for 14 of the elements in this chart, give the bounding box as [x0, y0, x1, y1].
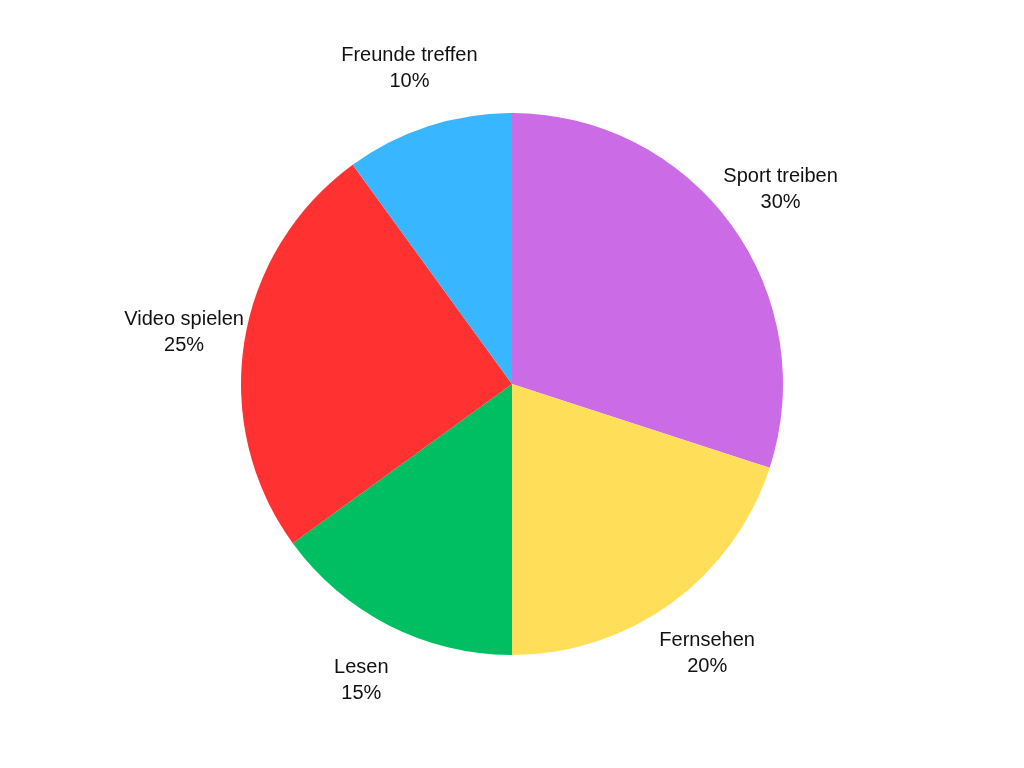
slice-label: Fernsehen	[659, 627, 755, 650]
slice-label: Lesen	[334, 654, 389, 677]
pie-slice	[352, 113, 512, 384]
slice-label: Sport treiben	[723, 163, 838, 186]
data-label: 20%	[687, 653, 728, 676]
slice-label: Video spielen	[124, 307, 244, 330]
pie-slice	[292, 384, 512, 655]
pie-slice	[512, 384, 770, 655]
data-label: 15%	[341, 680, 382, 703]
slice-label: Freunde treffen	[341, 43, 478, 66]
pie-slice	[241, 164, 512, 544]
data-label: 10%	[389, 69, 430, 92]
data-label: 30%	[760, 189, 801, 212]
data-label: 25%	[164, 333, 205, 356]
